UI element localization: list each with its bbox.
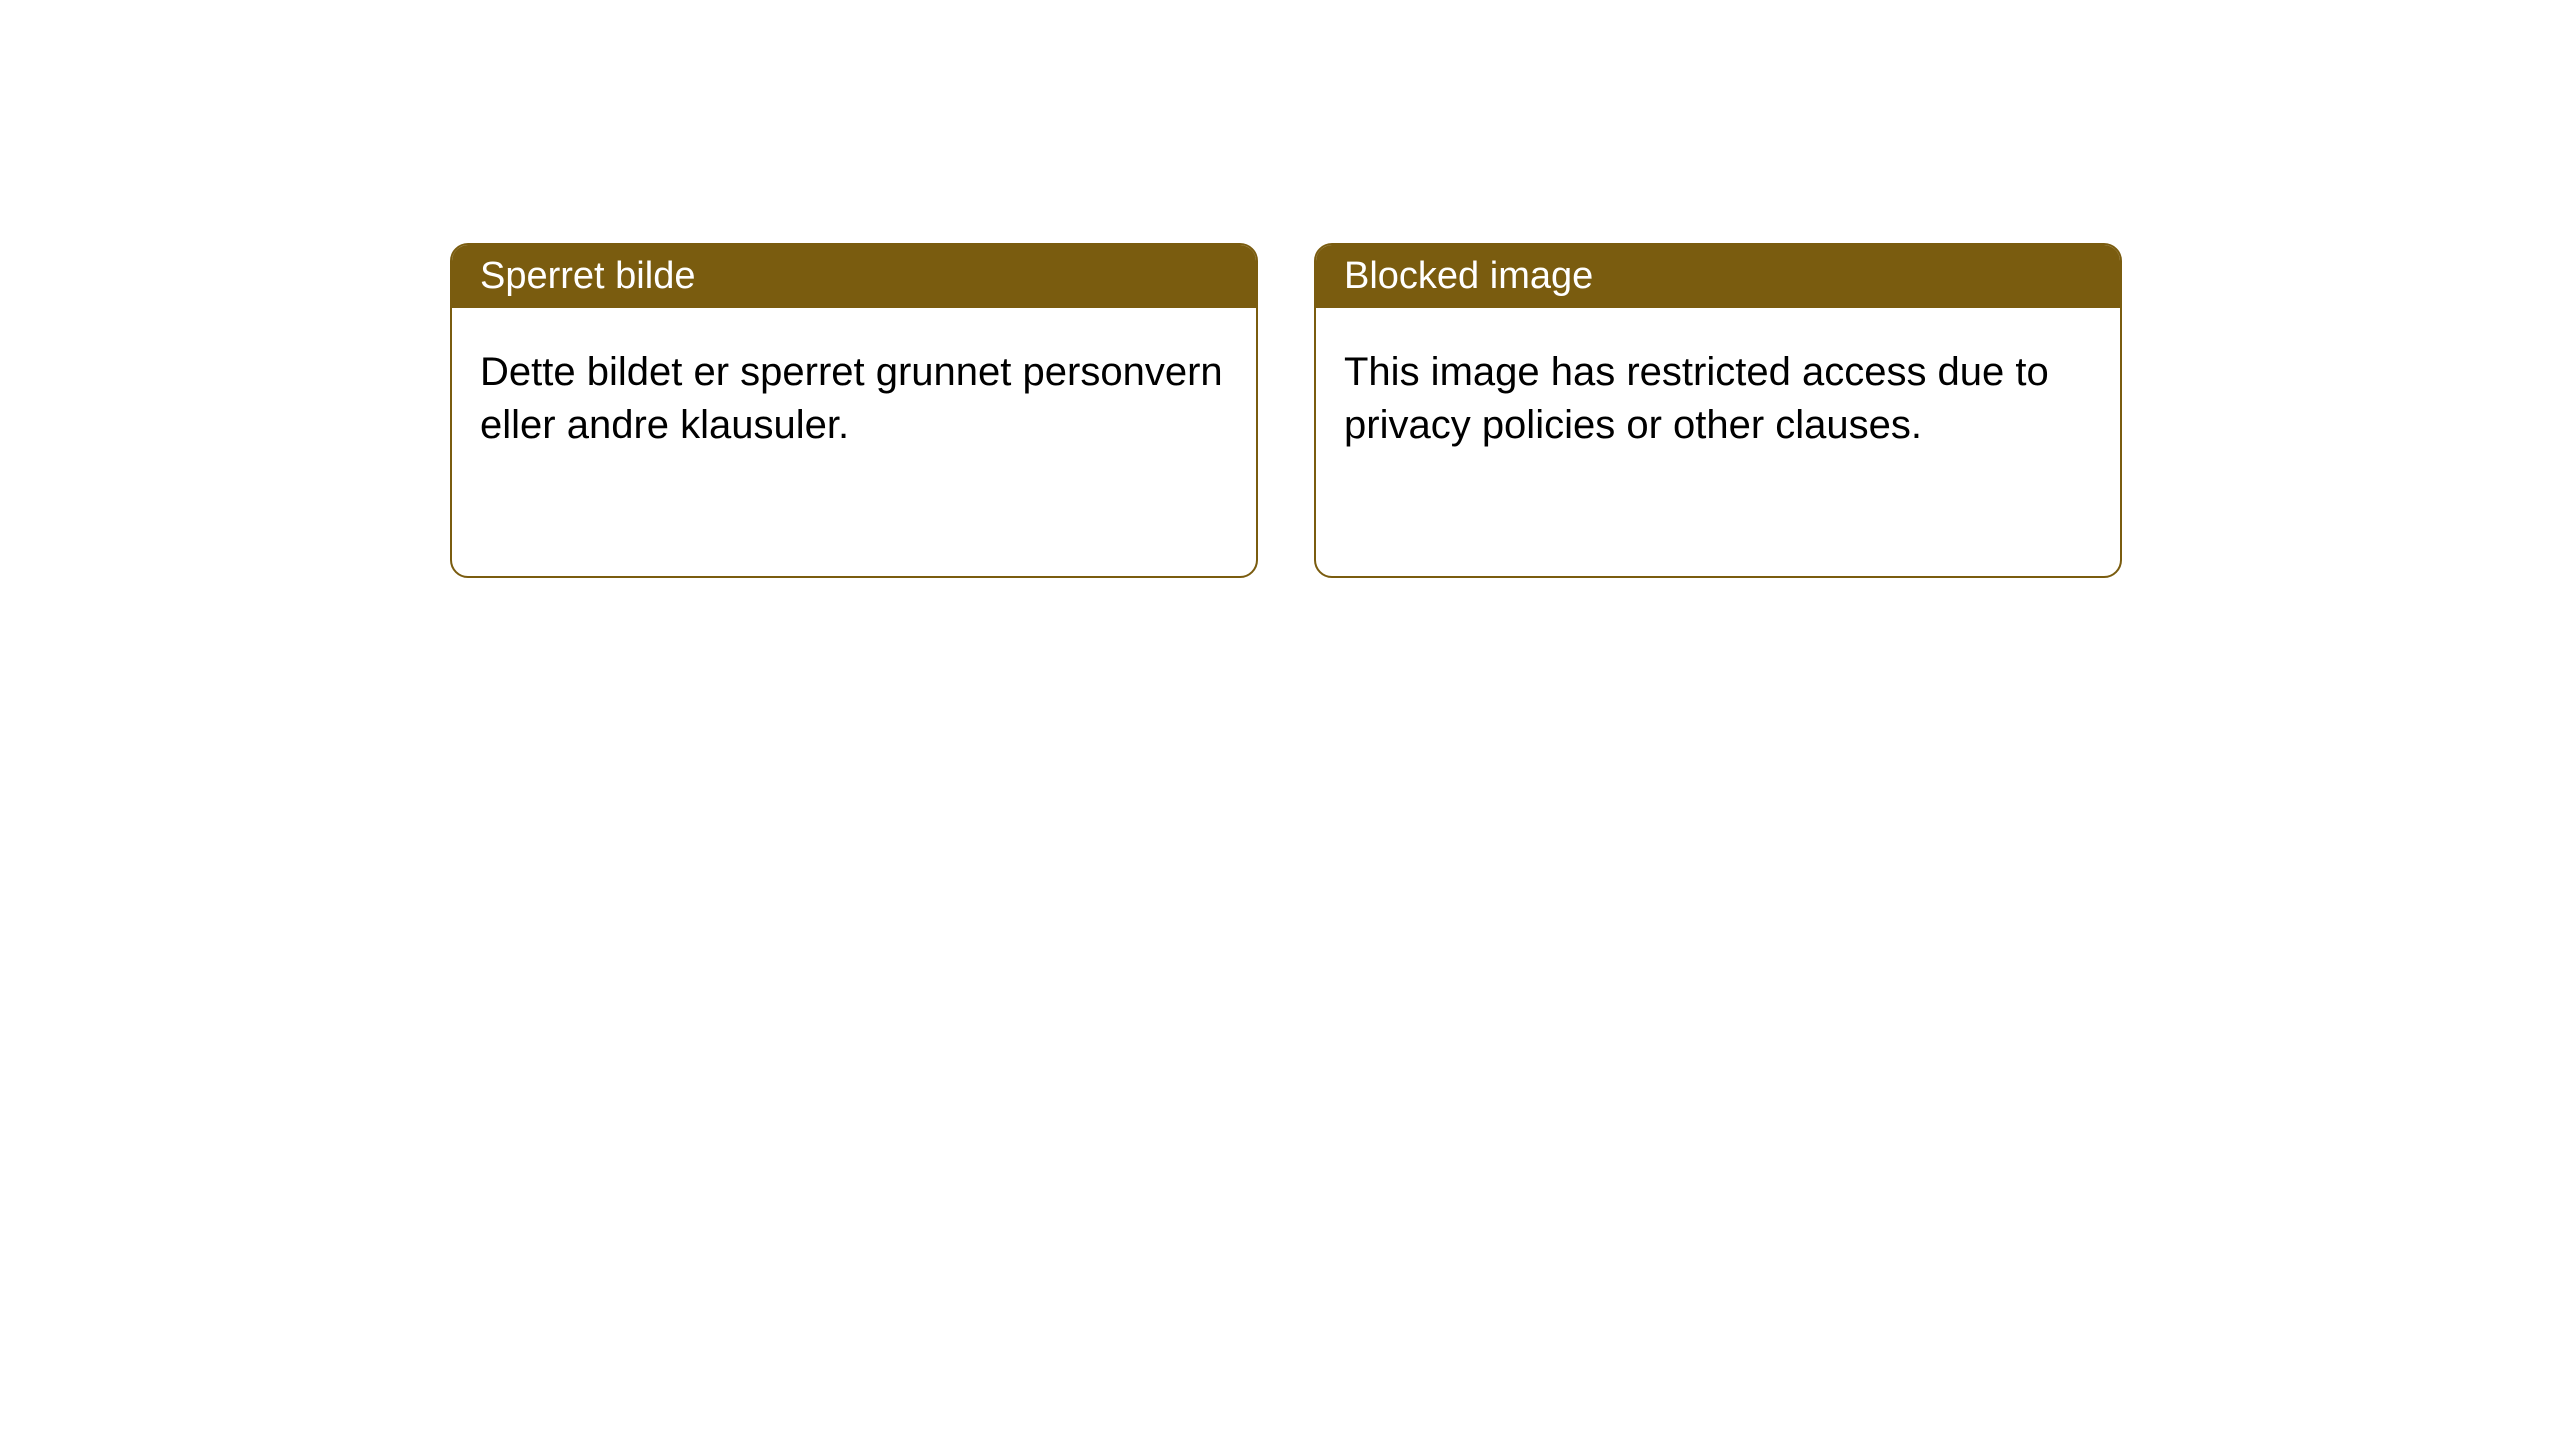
notice-body-text: This image has restricted access due to … bbox=[1344, 350, 2049, 447]
notice-card-header: Blocked image bbox=[1316, 245, 2120, 308]
notice-body-text: Dette bildet er sperret grunnet personve… bbox=[480, 350, 1223, 447]
notice-card-body: Dette bildet er sperret grunnet personve… bbox=[452, 308, 1256, 576]
notice-card-body: This image has restricted access due to … bbox=[1316, 308, 2120, 576]
notice-card-header: Sperret bilde bbox=[452, 245, 1256, 308]
notice-card-english: Blocked image This image has restricted … bbox=[1314, 243, 2122, 578]
notice-title: Sperret bilde bbox=[480, 255, 695, 297]
notice-container: Sperret bilde Dette bildet er sperret gr… bbox=[0, 0, 2560, 578]
notice-title: Blocked image bbox=[1344, 255, 1593, 297]
notice-card-norwegian: Sperret bilde Dette bildet er sperret gr… bbox=[450, 243, 1258, 578]
